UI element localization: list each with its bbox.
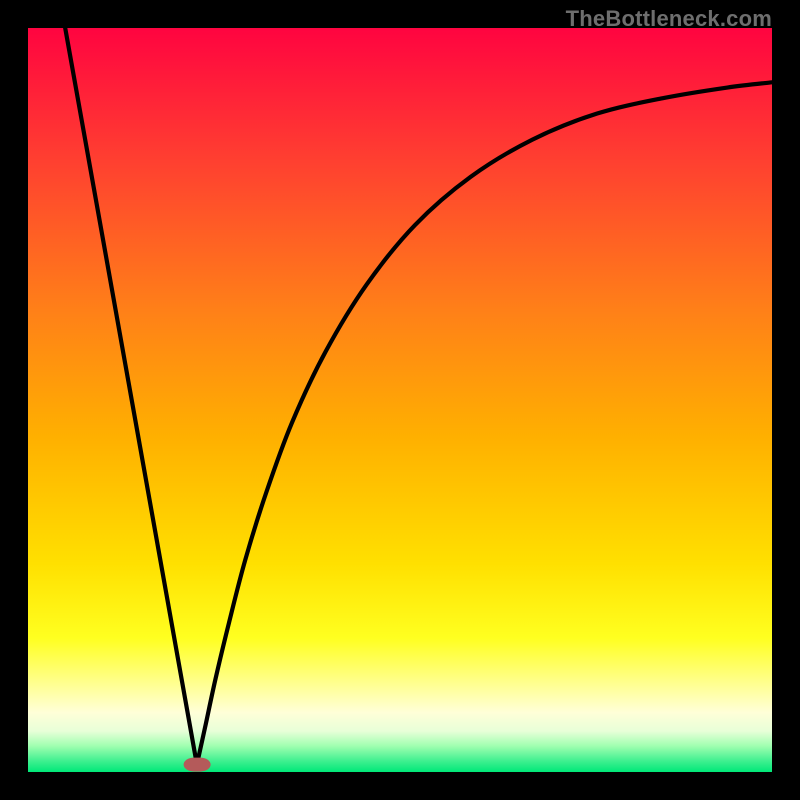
plot-area: [28, 28, 772, 772]
bottleneck-curve: [28, 28, 772, 772]
valley-marker: [183, 757, 210, 772]
chart-frame: TheBottleneck.com: [0, 0, 800, 800]
